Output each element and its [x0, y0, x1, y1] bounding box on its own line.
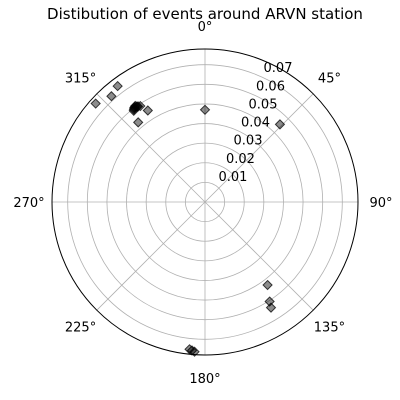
data-point: [90, 98, 101, 109]
r-gridline: [67, 64, 343, 340]
r-gridline: [184, 181, 226, 223]
data-point: [265, 302, 277, 313]
r-gridline: [126, 123, 284, 281]
data-point: [142, 105, 154, 116]
r-gridline: [106, 103, 304, 301]
theta-tick-label: 180°: [189, 372, 220, 387]
theta-tick-label: 225°: [65, 320, 96, 335]
theta-tick-label: 135°: [314, 320, 345, 335]
r-tick-labels: 0.01 0.02 0.03 0.04 0.05 0.06 0.07: [219, 61, 293, 185]
data-points: [90, 80, 286, 357]
r-tick-label: 0.05: [249, 97, 278, 112]
data-point: [112, 80, 123, 92]
polar-frame: [51, 48, 359, 356]
data-point: [262, 279, 273, 291]
data-point: [189, 346, 200, 357]
r-tick-label: 0.06: [256, 79, 285, 94]
data-point: [135, 100, 146, 112]
grid: [52, 49, 358, 355]
r-gridline: [165, 162, 245, 242]
r-tick-label: 0.01: [219, 170, 248, 185]
theta-tick-label: 90°: [369, 196, 392, 211]
data-point: [274, 119, 286, 130]
data-point: [186, 345, 198, 356]
data-point: [132, 101, 144, 112]
theta-tick-label: 45°: [318, 72, 341, 87]
r-tick-label: 0.04: [241, 116, 270, 131]
theta-tick-labels: 0° 45° 90° 135° 180° 225° 270° 315°: [13, 20, 392, 387]
r-tick-label: 0.02: [226, 152, 255, 167]
data-point: [106, 91, 117, 102]
theta-gridline: [204, 201, 314, 311]
theta-gridline: [96, 93, 206, 203]
data-point: [199, 104, 211, 116]
data-point: [132, 117, 144, 128]
r-gridline: [145, 142, 265, 262]
r-tick-label: 0.07: [264, 61, 293, 76]
r-gridline: [86, 83, 324, 321]
theta-gridline: [204, 93, 314, 203]
theta-tick-label: 270°: [13, 196, 44, 211]
theta-tick-label: 315°: [65, 72, 96, 87]
theta-gridline: [96, 201, 206, 311]
theta-tick-label: 0°: [198, 20, 213, 35]
chart-title: Distibution of events around ARVN statio…: [47, 5, 363, 23]
r-tick-label: 0.03: [234, 134, 263, 149]
